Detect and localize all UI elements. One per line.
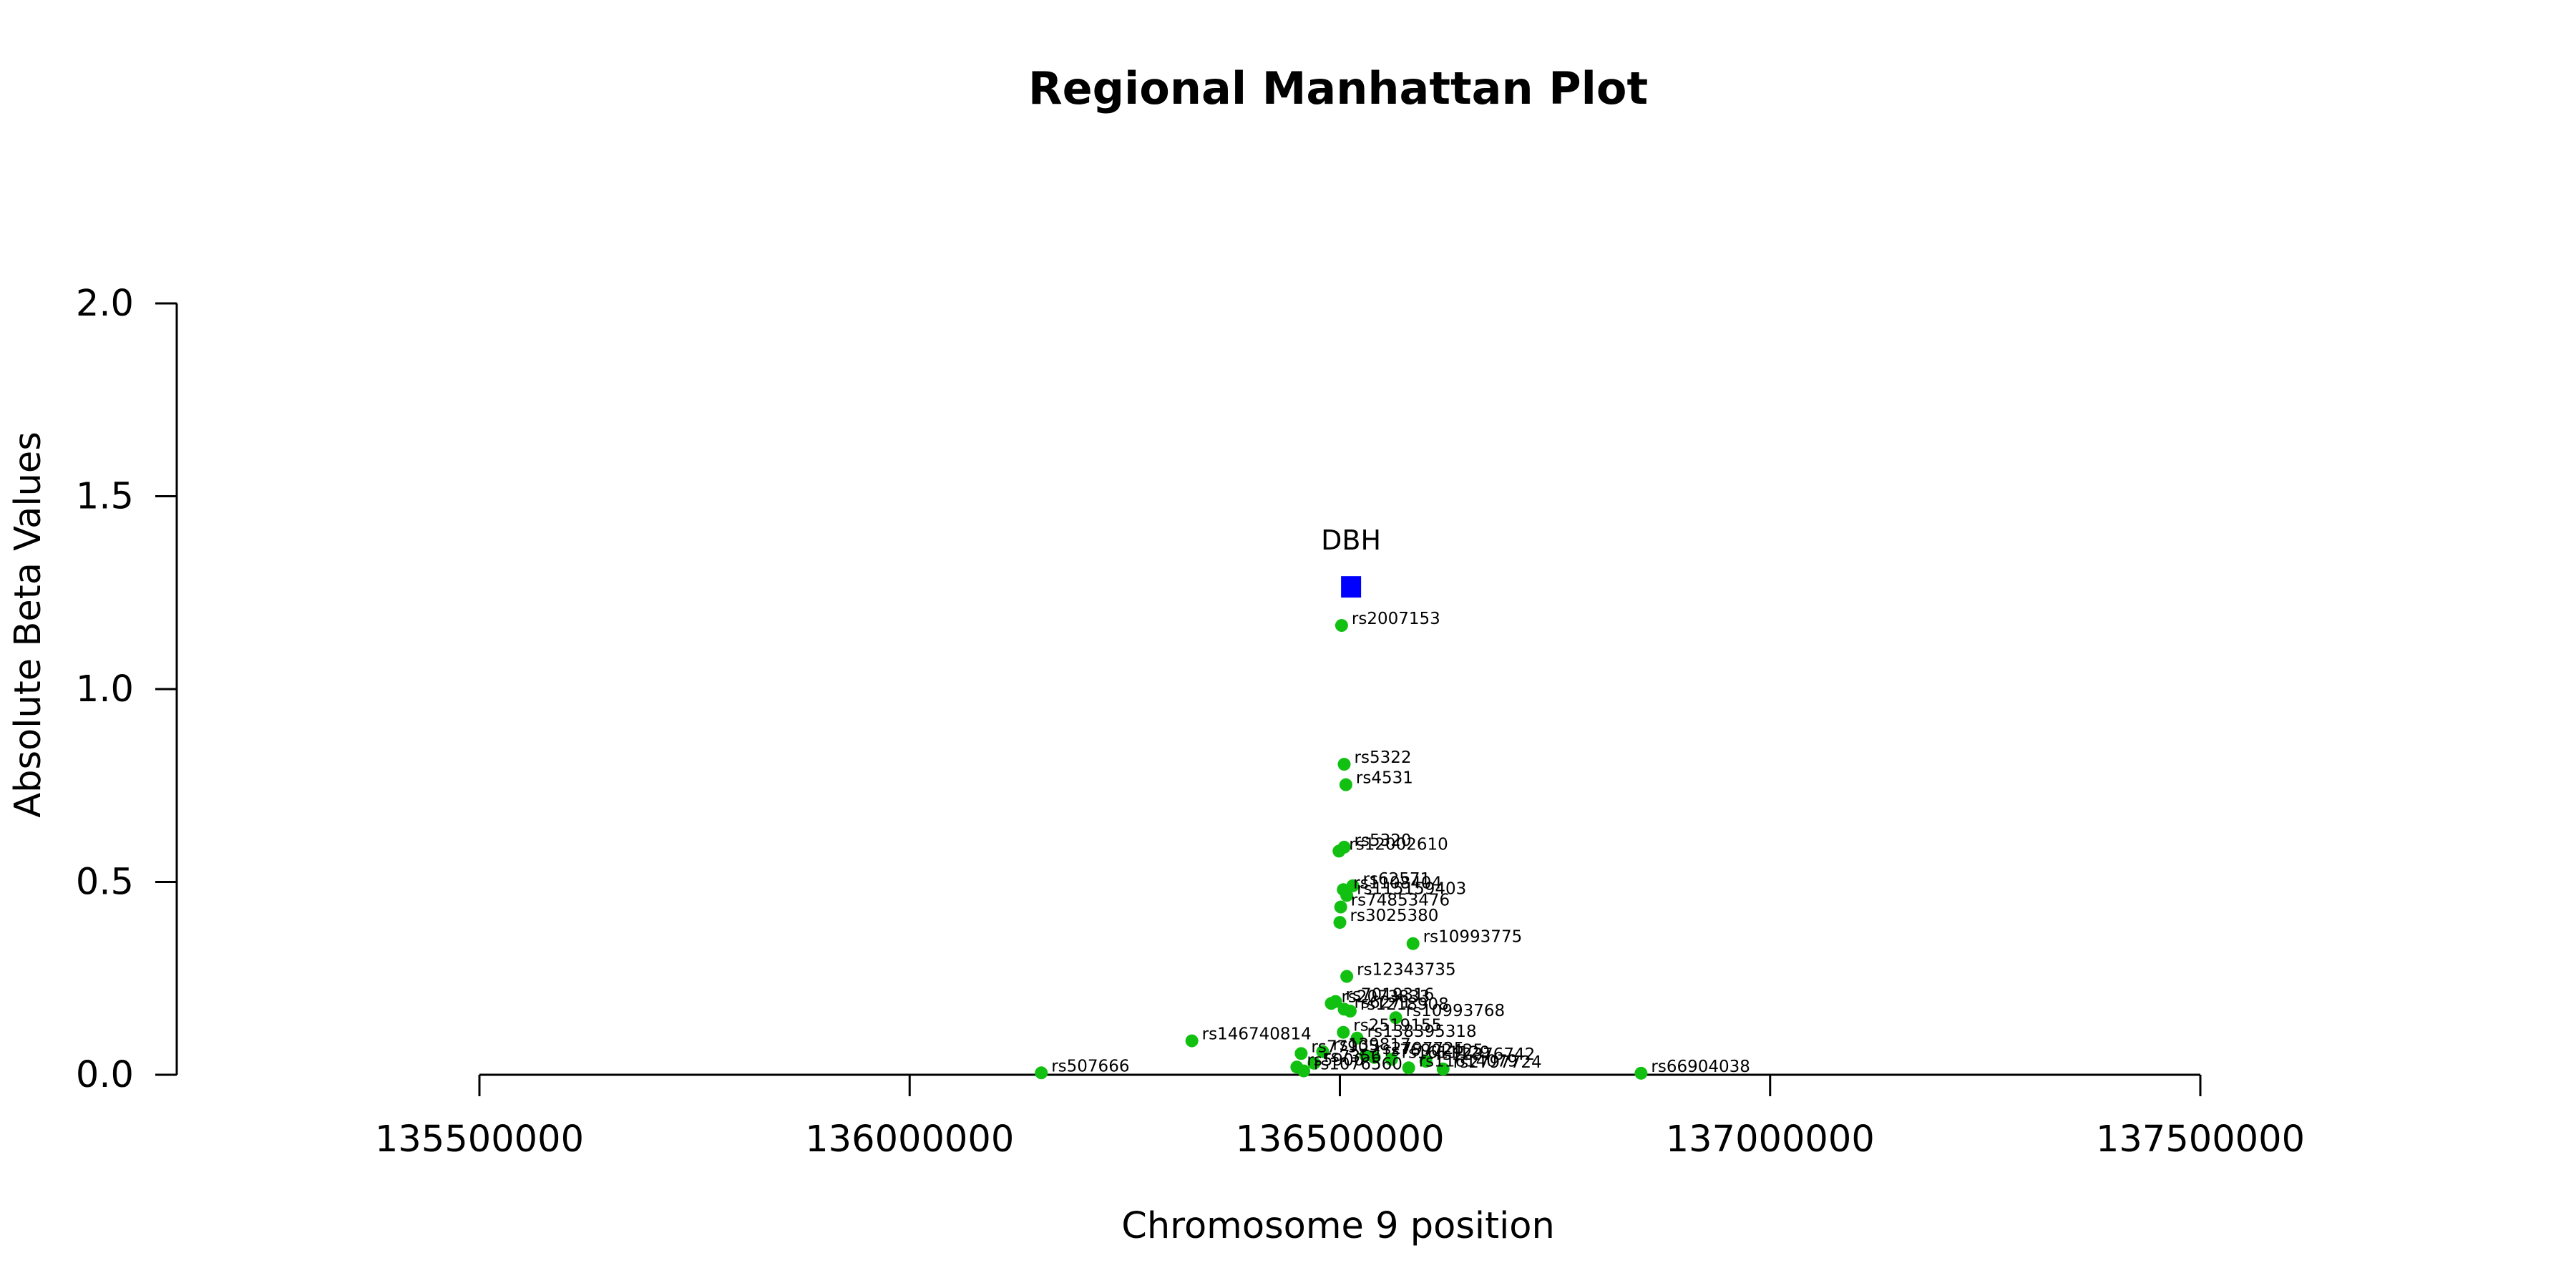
- snp-label: rs139817: [1332, 1036, 1410, 1055]
- snp-point: [1340, 970, 1354, 983]
- snp-point: [1335, 619, 1348, 633]
- snp-point: [1436, 1062, 1450, 1075]
- snp-point: [1185, 1034, 1199, 1048]
- snp-label: rs5322: [1355, 748, 1412, 767]
- snp-label: rs12002610: [1349, 835, 1448, 854]
- snp-label: rs7019316: [1345, 986, 1434, 1005]
- snp-point: [1419, 1055, 1433, 1068]
- snp-label: rs12376742: [1436, 1045, 1536, 1064]
- snp-point: [1339, 778, 1352, 791]
- x-tick-label: 137000000: [1666, 1118, 1875, 1161]
- snp-label: rs76902425: [1385, 1042, 1484, 1060]
- snp-label: rs5900: [1307, 1051, 1364, 1070]
- y-tick-label: 2.0: [76, 283, 134, 325]
- snp-point: [1332, 844, 1346, 858]
- snp-label: rs2797725: [1376, 1040, 1465, 1058]
- snp-label: rs62571: [1363, 870, 1431, 889]
- snp-point: [1350, 1031, 1364, 1045]
- snp-point: [1385, 1053, 1398, 1066]
- data-points: [1035, 576, 1648, 1080]
- snp-point: [1406, 937, 1420, 950]
- gene-marker: [1341, 576, 1362, 598]
- snp-label: rs507666: [1051, 1057, 1129, 1075]
- snp-point: [1337, 1025, 1350, 1039]
- snp-label: rs3025380: [1350, 907, 1439, 925]
- snp-point: [1367, 1050, 1381, 1064]
- snp-label: rs6271: [1355, 993, 1412, 1012]
- snp-label: rs1611129: [1402, 1043, 1491, 1062]
- snp-label: rs11614079: [1419, 1052, 1518, 1070]
- snp-label: rs66904038: [1651, 1058, 1750, 1076]
- x-tick-label: 135500000: [375, 1118, 584, 1161]
- snp-label: rs4531: [1356, 769, 1413, 788]
- axes: 135500000 136000000 136500000 137000000 1375…: [76, 283, 2305, 1161]
- snp-point: [1316, 1045, 1330, 1058]
- chart-title: Regional Manhattan Plot: [1028, 62, 1648, 114]
- x-tick-label: 136000000: [805, 1118, 1014, 1161]
- snp-label: rs115159403: [1357, 879, 1466, 898]
- snp-label: rs5320: [1355, 831, 1412, 850]
- snp-label: rs138395318: [1367, 1023, 1477, 1041]
- y-tick-label: 1.0: [76, 668, 134, 711]
- snp-label: rs10993775: [1423, 928, 1523, 947]
- y-tick-label: 0.0: [76, 1054, 134, 1096]
- snp-point: [1389, 1011, 1402, 1025]
- snp-point: [1297, 1064, 1310, 1078]
- y-tick-label: 0.5: [76, 862, 134, 904]
- snp-point: [1324, 997, 1338, 1010]
- snp-label: rs2519155: [1353, 1017, 1442, 1035]
- snp-label: rs12343735: [1357, 961, 1456, 980]
- snp-point: [1307, 1056, 1321, 1070]
- snp-label: rs2073833: [1341, 987, 1430, 1006]
- snp-point: [1294, 1047, 1308, 1060]
- snp-label: rs74853476: [1351, 892, 1450, 910]
- snp-label: rs146740814: [1202, 1025, 1312, 1044]
- x-axis-label: Chromosome 9 position: [1121, 1205, 1555, 1247]
- snp-label: rs7356: [1324, 1048, 1381, 1066]
- snp-label: rs2797724: [1453, 1053, 1542, 1072]
- snp-label: rs77905: [1311, 1038, 1379, 1056]
- x-tick-label: 137500000: [2096, 1118, 2305, 1161]
- snp-point: [1035, 1066, 1048, 1080]
- snp-point: [1337, 758, 1351, 771]
- snp-point: [1334, 900, 1347, 914]
- snp-label: rs1108404: [1353, 874, 1442, 892]
- snp-point: [1340, 889, 1354, 902]
- snp-point: [1343, 1005, 1357, 1018]
- snp-point: [1402, 1061, 1415, 1075]
- snp-label: rs10993768: [1406, 1002, 1506, 1020]
- snp-label: rs1218908: [1360, 995, 1449, 1014]
- x-tick-label: 136500000: [1235, 1118, 1444, 1161]
- snp-point: [1634, 1066, 1648, 1080]
- y-axis-label: Absolute Beta Values: [7, 431, 49, 818]
- snp-point: [1333, 916, 1347, 930]
- snp-label: rs2007153: [1352, 610, 1440, 628]
- gene-label: DBH: [1321, 525, 1381, 556]
- snp-label: rs1076560: [1314, 1055, 1402, 1074]
- y-tick-label: 1.5: [76, 476, 134, 518]
